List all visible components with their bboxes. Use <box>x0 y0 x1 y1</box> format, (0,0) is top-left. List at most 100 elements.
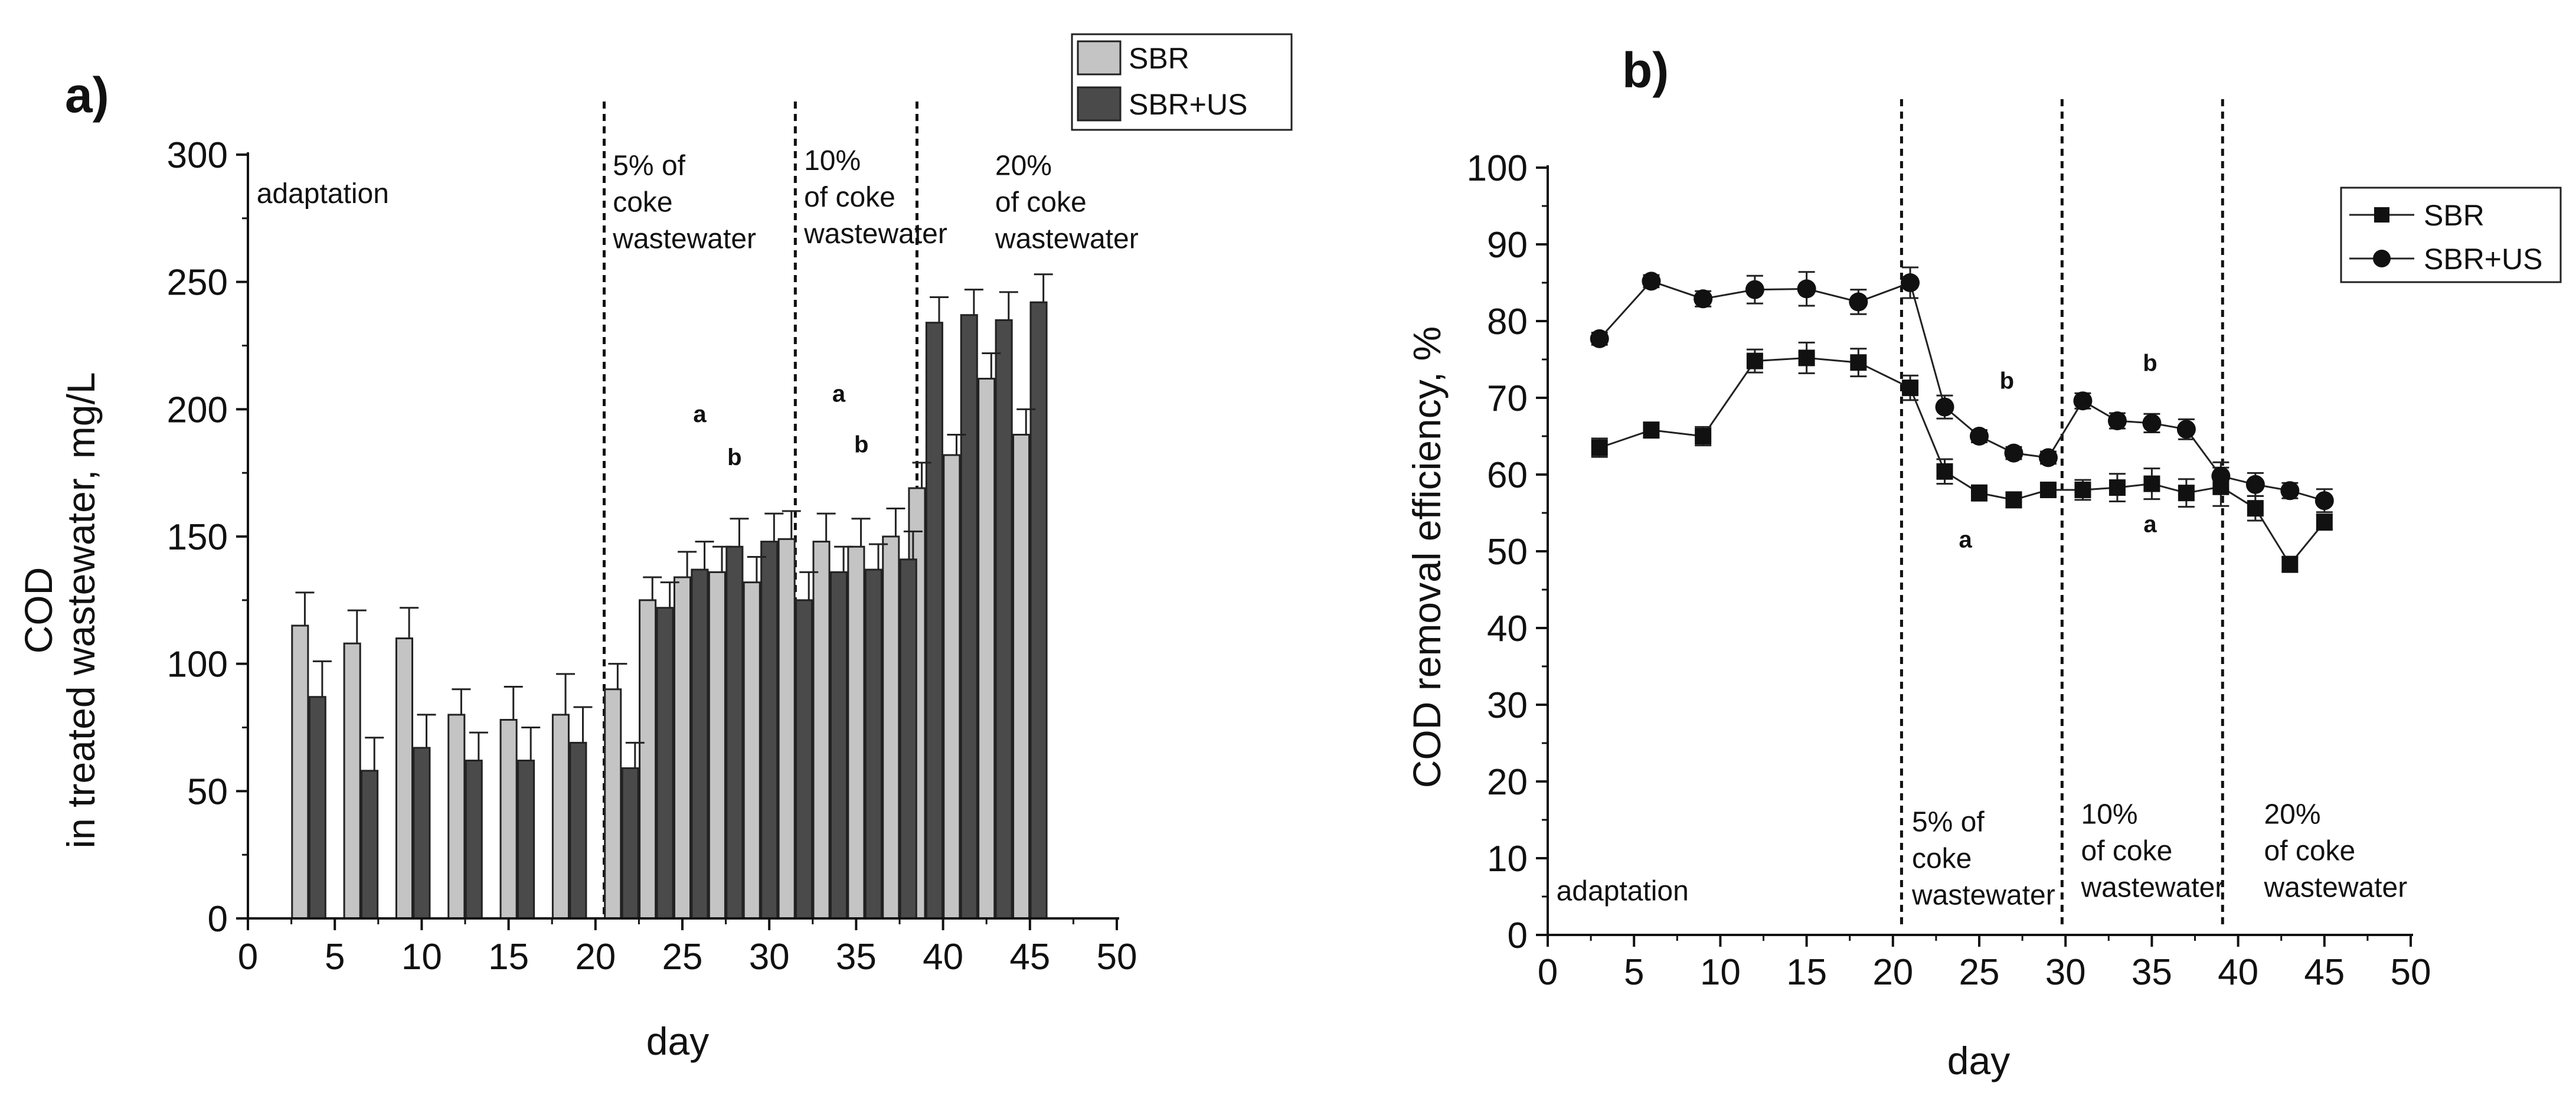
bar-sbr-day-15 <box>499 719 518 920</box>
panel-b-phase-dividers <box>1900 99 2224 927</box>
panel-a-annotation-4-line-3: wastewater <box>995 224 1139 255</box>
point-sbr-us-day-29 <box>2038 448 2058 467</box>
panel-b-annotation-1-line-1: adaptation <box>1557 876 1689 907</box>
panel-a-annotation-3-line-1: 10% <box>804 145 861 176</box>
panel-b-legend: SBR SBR+US <box>2340 187 2562 283</box>
legend-swatch-sbr <box>1077 40 1122 76</box>
point-sbr-us-day-39 <box>2211 466 2231 486</box>
panel-b-xtick-label-40: 40 <box>2218 952 2258 993</box>
panel-a-ytick-label-50: 50 <box>187 771 228 812</box>
point-sbr-day-9 <box>1695 428 1712 444</box>
panel-b-ylabel: COD removal efficiency, % <box>1405 326 1449 788</box>
legend-swatch-sbr-us <box>1077 86 1122 122</box>
point-sbr-day-29 <box>2039 482 2057 498</box>
bar-sbr-day-31 <box>777 538 796 920</box>
panel-a-significance-b-2: b <box>727 444 741 470</box>
point-sbr-day-43 <box>2281 556 2299 573</box>
point-sbr-us-day-21 <box>1901 273 1920 292</box>
panel-b-significance-a-2: a <box>1959 527 1972 553</box>
panel-a-ytick-label-100: 100 <box>167 645 228 685</box>
panel-a-ytick-label-0: 0 <box>208 899 228 940</box>
bar-sbr-us-day-45-5 <box>1029 301 1048 920</box>
panel-a-annotation-4-line-2: of coke <box>995 187 1087 218</box>
bar-sbr-day-40-5 <box>943 454 961 920</box>
panel-b-xtick-label-45: 45 <box>2304 952 2345 993</box>
panel-b-ytick-label-60: 60 <box>1487 455 1528 496</box>
point-sbr-us-day-27 <box>2004 443 2023 463</box>
point-sbr-day-27 <box>2005 491 2022 508</box>
bar-sbr-us-day-16 <box>516 760 535 920</box>
panel-b-ytick-label-20: 20 <box>1487 762 1528 803</box>
panel-b-xtick-label-20: 20 <box>1872 952 1913 993</box>
bar-sbr-us-day-41-5 <box>960 314 978 920</box>
legend-marker-circle <box>2373 250 2391 267</box>
legend-label-sbr: SBR <box>2424 199 2485 232</box>
point-sbr-us-day-43 <box>2280 481 2300 501</box>
panel-b-removal-efficiency-chart: b) COD removal efficiency, % day 0 10 20 30… <box>1405 42 2562 1082</box>
panel-a-annotation-1-line-1: adaptation <box>257 178 389 210</box>
panel-a-cod-chart: a) COD in treated wastewater, mg/L day 0… <box>17 33 1293 1063</box>
panel-a-tick-labels: 0 50 100 150 200 250 300 0 5 10 15 20 25 30 35 40 45 50 <box>167 135 1137 977</box>
bar-sbr-day-6 <box>343 642 361 920</box>
point-sbr-us-day-25 <box>1970 427 1989 446</box>
panel-b-ytick-label-100: 100 <box>1467 148 1528 189</box>
panel-a-ylabel-line2: in treated wastewater, mg/L <box>59 372 103 848</box>
panel-a-letter: a) <box>65 67 109 123</box>
bar-sbr-day-37 <box>882 535 900 920</box>
bar-sbr-day-29 <box>743 581 761 920</box>
bar-sbr-day-18 <box>551 714 570 920</box>
panel-a-xtick-label-5: 5 <box>325 937 345 977</box>
point-sbr-day-21 <box>1902 380 1919 397</box>
bar-sbr-us-day-32 <box>795 599 813 920</box>
panel-a-ytick-label-250: 250 <box>167 263 228 303</box>
panel-b-axes <box>1536 165 2413 947</box>
point-sbr-day-18 <box>1850 354 1867 371</box>
panel-b-series-lines <box>1598 280 2325 566</box>
panel-a-xtick-label-45: 45 <box>1009 937 1050 977</box>
point-sbr-day-15 <box>1798 349 1815 367</box>
panel-a-phase-annotations: adaptation 5% of coke wastewater 10% of coke w… <box>257 145 1139 255</box>
panel-a-annotation-2-line-3: wastewater <box>612 224 756 255</box>
point-sbr-us-day-45 <box>2315 491 2334 511</box>
panel-b-ytick-label-40: 40 <box>1487 609 1528 649</box>
panel-b-xtick-label-30: 30 <box>2045 952 2086 993</box>
panel-b-annotation-4-line-2: of coke <box>2264 836 2355 867</box>
panel-b-ytick-label-50: 50 <box>1487 532 1528 573</box>
bar-sbr-day-9 <box>395 637 414 920</box>
panel-b-phase-annotations: adaptation 5% of coke wastewater 10% of coke w… <box>1557 799 2408 911</box>
panel-a-annotation-2-line-2: coke <box>613 187 672 218</box>
bar-sbr-us-day-36 <box>864 568 882 920</box>
panel-b-xtick-label-5: 5 <box>1624 952 1644 993</box>
point-sbr-day-37 <box>2178 485 2195 502</box>
panel-a-xtick-label-0: 0 <box>238 937 258 977</box>
point-sbr-day-12 <box>1746 352 1763 369</box>
panel-b-xtick-label-50: 50 <box>2391 952 2431 993</box>
point-sbr-us-day-33 <box>2107 411 2127 430</box>
point-sbr-us-day-9 <box>1694 289 1713 309</box>
panel-a-significance-a-1: a <box>693 401 707 427</box>
point-sbr-day-35 <box>2143 475 2160 492</box>
panel-a-error-bars <box>295 273 1053 771</box>
point-sbr-us-day-37 <box>2176 420 2196 439</box>
panel-b-ytick-label-0: 0 <box>1508 915 1528 956</box>
bar-sbr-us-day-30 <box>760 541 779 920</box>
legend-marker-square <box>2374 207 2389 223</box>
panel-a-xtick-label-10: 10 <box>401 937 442 977</box>
panel-b-annotation-4-line-3: wastewater <box>2263 872 2407 904</box>
bar-sbr-us-day-22 <box>621 767 639 920</box>
point-sbr-day-23 <box>1936 463 1953 480</box>
panel-a-xtick-label-20: 20 <box>575 937 616 977</box>
panel-b-ytick-label-70: 70 <box>1487 378 1528 419</box>
bar-sbr-day-42-5 <box>978 378 996 920</box>
bar-sbr-us-day-13 <box>465 760 483 920</box>
panel-a-xtick-label-40: 40 <box>923 937 963 977</box>
point-sbr-day-41 <box>2247 500 2264 517</box>
panel-a-xtick-label-50: 50 <box>1097 937 1137 977</box>
bar-sbr-day-35 <box>847 545 865 920</box>
point-sbr-day-3 <box>1591 439 1608 456</box>
legend-label-sbr: SBR <box>1129 42 1189 75</box>
panel-b-xtick-label-25: 25 <box>1959 952 2000 993</box>
bar-sbr-us-day-24 <box>656 607 674 920</box>
